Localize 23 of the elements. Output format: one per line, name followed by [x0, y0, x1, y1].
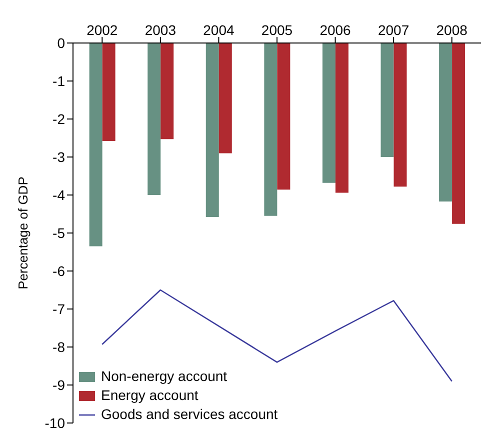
y-tick-label: -2	[52, 110, 66, 127]
y-tick-label: -9	[52, 376, 66, 393]
x-tick-label: 2006	[320, 22, 352, 38]
x-tick-label: 2008	[436, 22, 468, 38]
y-tick-label: -4	[52, 186, 66, 203]
legend-label: Goods and services account	[101, 405, 278, 424]
y-tick-label: -1	[52, 72, 66, 89]
x-tick-label: 2005	[261, 22, 293, 38]
y-tick-label: 0	[57, 34, 66, 51]
x-tick-label: 2003	[144, 22, 176, 38]
y-tick-label: -6	[52, 262, 66, 279]
y-tick-label: -8	[52, 338, 66, 355]
y-tick-label: -7	[52, 300, 66, 317]
y-tick-label: -5	[52, 224, 66, 241]
x-tick-label: 2007	[378, 22, 410, 38]
y-tick-label: -10	[44, 414, 66, 431]
x-tick-label: 2004	[203, 22, 234, 38]
y-tick-label: -3	[52, 148, 66, 165]
legend-label: Non-energy account	[101, 367, 228, 386]
x-tick-label: 2002	[86, 22, 118, 38]
legend-label: Energy account	[101, 386, 198, 405]
y-axis-title: Percentage of GDP	[16, 176, 31, 290]
line-series	[101, 289, 453, 382]
